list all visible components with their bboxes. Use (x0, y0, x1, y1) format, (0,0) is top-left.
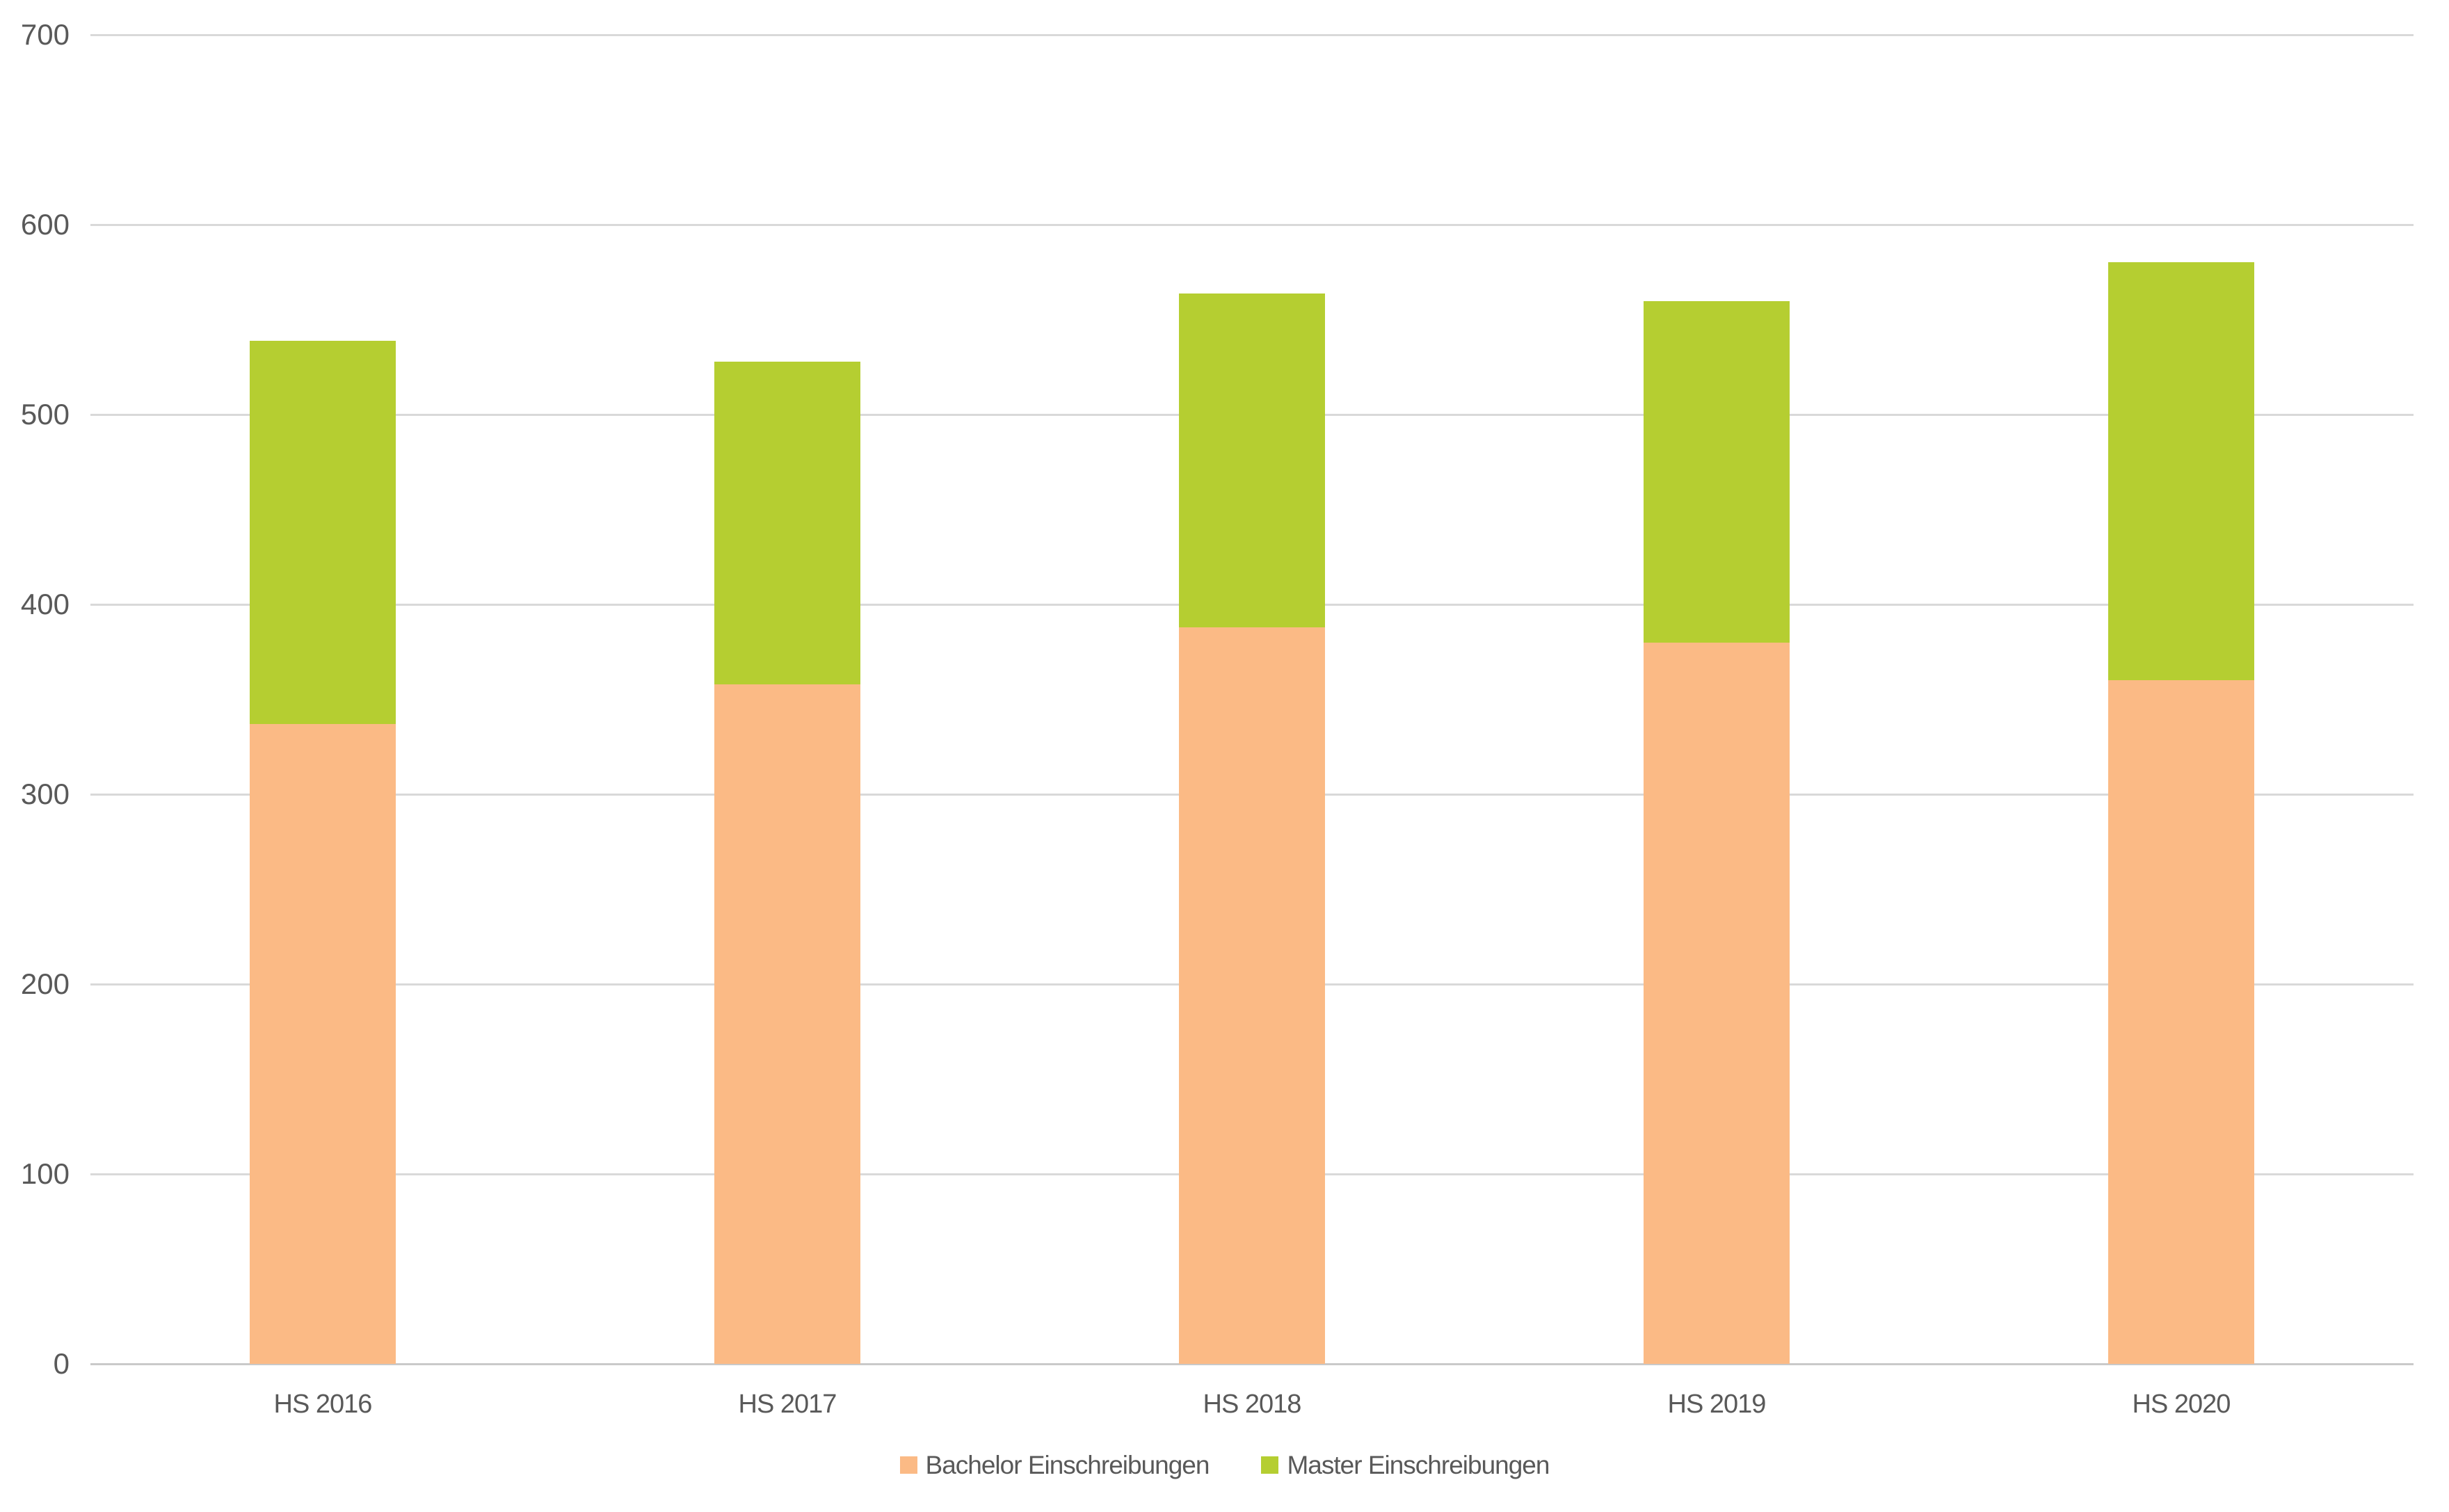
bar-group (250, 341, 396, 1364)
y-tick-label: 0 (53, 1347, 70, 1380)
legend-item: Bachelor Einschreibungen (899, 1451, 1210, 1479)
x-axis-label: HS 2020 (2132, 1390, 2231, 1419)
bar-segment-bachelor (1644, 643, 1790, 1364)
y-tick-label: 500 (20, 398, 70, 431)
bar-segment-master (1644, 301, 1790, 643)
bar-group (1179, 293, 1325, 1364)
legend: Bachelor Einschreibungen Master Einschrei… (0, 1452, 2449, 1478)
bar-segment-bachelor (714, 684, 860, 1364)
bar-segment-bachelor (250, 724, 396, 1364)
bar-segment-bachelor (2108, 680, 2254, 1364)
gridline (90, 224, 2414, 226)
y-tick-label: 100 (20, 1157, 70, 1190)
legend-item: Master Einschreibungen (1261, 1451, 1550, 1479)
y-tick-label: 400 (20, 588, 70, 620)
gridline (90, 34, 2414, 36)
bar-group (1644, 301, 1790, 1364)
legend-swatch-icon (1261, 1456, 1279, 1474)
bar-group (2108, 262, 2254, 1364)
x-axis-line (90, 1363, 2414, 1365)
x-axis-label: HS 2019 (1667, 1390, 1767, 1419)
x-axis-label: HS 2017 (738, 1390, 837, 1419)
x-axis-label: HS 2018 (1203, 1390, 1302, 1419)
bar-segment-master (1179, 293, 1325, 627)
bar-segment-master (2108, 262, 2254, 680)
y-tick-label: 600 (20, 208, 70, 241)
bar-segment-bachelor (1179, 627, 1325, 1364)
legend-swatch-icon (899, 1456, 917, 1474)
x-axis-label: HS 2016 (273, 1390, 373, 1419)
bar-segment-master (250, 341, 396, 724)
legend-label: Bachelor Einschreibungen (925, 1451, 1210, 1479)
bar-segment-master (714, 362, 860, 684)
y-tick-label: 200 (20, 967, 70, 1000)
y-tick-label: 700 (20, 18, 70, 51)
bar-group (714, 362, 860, 1364)
y-tick-label: 300 (20, 778, 70, 810)
legend-label: Master Einschreibungen (1287, 1451, 1550, 1479)
